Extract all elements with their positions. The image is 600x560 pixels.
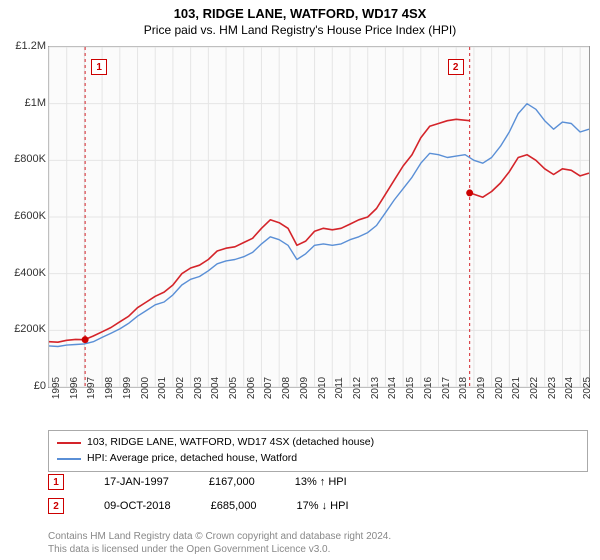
xtick-label: 2007 (263, 377, 274, 399)
xtick-label: 2022 (529, 377, 540, 399)
ytick-label: £400K (14, 267, 46, 279)
footer: Contains HM Land Registry data © Crown c… (48, 530, 588, 556)
xtick-label: 1999 (122, 377, 133, 399)
chart-subtitle: Price paid vs. HM Land Registry's House … (0, 21, 600, 41)
xtick-label: 2012 (352, 377, 363, 399)
xtick-label: 2002 (175, 377, 186, 399)
marker-delta-2: 17% ↓ HPI (297, 500, 349, 512)
marker-price-1: £167,000 (209, 476, 255, 488)
xtick-label: 2016 (423, 377, 434, 399)
legend: 103, RIDGE LANE, WATFORD, WD17 4SX (deta… (48, 430, 588, 472)
xtick-label: 2001 (157, 377, 168, 399)
legend-swatch (57, 442, 81, 444)
footer-line2: This data is licensed under the Open Gov… (48, 543, 588, 556)
xtick-label: 2019 (476, 377, 487, 399)
footer-line1: Contains HM Land Registry data © Crown c… (48, 530, 588, 543)
ytick-label: £600K (14, 210, 46, 222)
marker-price-2: £685,000 (211, 500, 257, 512)
chart-marker-badge-2: 2 (448, 59, 464, 75)
xtick-label: 2025 (582, 377, 593, 399)
ytick-label: £0 (34, 380, 46, 392)
xtick-label: 1995 (51, 377, 62, 399)
xtick-label: 2010 (317, 377, 328, 399)
xtick-label: 2020 (494, 377, 505, 399)
plot-svg (49, 47, 589, 387)
plot-area: 12 (48, 46, 590, 388)
chart-marker-badge-1: 1 (91, 59, 107, 75)
xtick-label: 2000 (140, 377, 151, 399)
legend-swatch (57, 458, 81, 460)
xtick-label: 2024 (564, 377, 575, 399)
chart-container: 103, RIDGE LANE, WATFORD, WD17 4SX Price… (0, 0, 600, 560)
xtick-label: 2008 (281, 377, 292, 399)
ytick-label: £1M (25, 97, 46, 109)
marker-badge-1: 1 (48, 474, 64, 490)
legend-label: 103, RIDGE LANE, WATFORD, WD17 4SX (deta… (87, 435, 374, 451)
xtick-label: 2023 (547, 377, 558, 399)
marker-date-1: 17-JAN-1997 (104, 476, 169, 488)
xtick-label: 2005 (228, 377, 239, 399)
xtick-label: 2021 (511, 377, 522, 399)
ytick-label: £200K (14, 323, 46, 335)
legend-label: HPI: Average price, detached house, Watf… (87, 451, 297, 467)
marker-badge-2: 2 (48, 498, 64, 514)
xtick-label: 1997 (86, 377, 97, 399)
xtick-label: 1998 (104, 377, 115, 399)
xtick-label: 1996 (69, 377, 80, 399)
xtick-label: 2006 (246, 377, 257, 399)
marker-row-1: 1 17-JAN-1997 £167,000 13% ↑ HPI (48, 474, 588, 490)
xtick-label: 2014 (387, 377, 398, 399)
xtick-label: 2003 (193, 377, 204, 399)
ytick-label: £1.2M (15, 40, 46, 52)
xtick-label: 2013 (370, 377, 381, 399)
marker-date-2: 09-OCT-2018 (104, 500, 171, 512)
xtick-label: 2015 (405, 377, 416, 399)
legend-row: HPI: Average price, detached house, Watf… (57, 451, 579, 467)
xtick-label: 2017 (441, 377, 452, 399)
xtick-label: 2009 (299, 377, 310, 399)
chart-title: 103, RIDGE LANE, WATFORD, WD17 4SX (0, 0, 600, 21)
xtick-label: 2018 (458, 377, 469, 399)
marker-delta-1: 13% ↑ HPI (295, 476, 347, 488)
marker-row-2: 2 09-OCT-2018 £685,000 17% ↓ HPI (48, 498, 588, 514)
ytick-label: £800K (14, 153, 46, 165)
xtick-label: 2011 (334, 377, 345, 399)
legend-row: 103, RIDGE LANE, WATFORD, WD17 4SX (deta… (57, 435, 579, 451)
xtick-label: 2004 (210, 377, 221, 399)
